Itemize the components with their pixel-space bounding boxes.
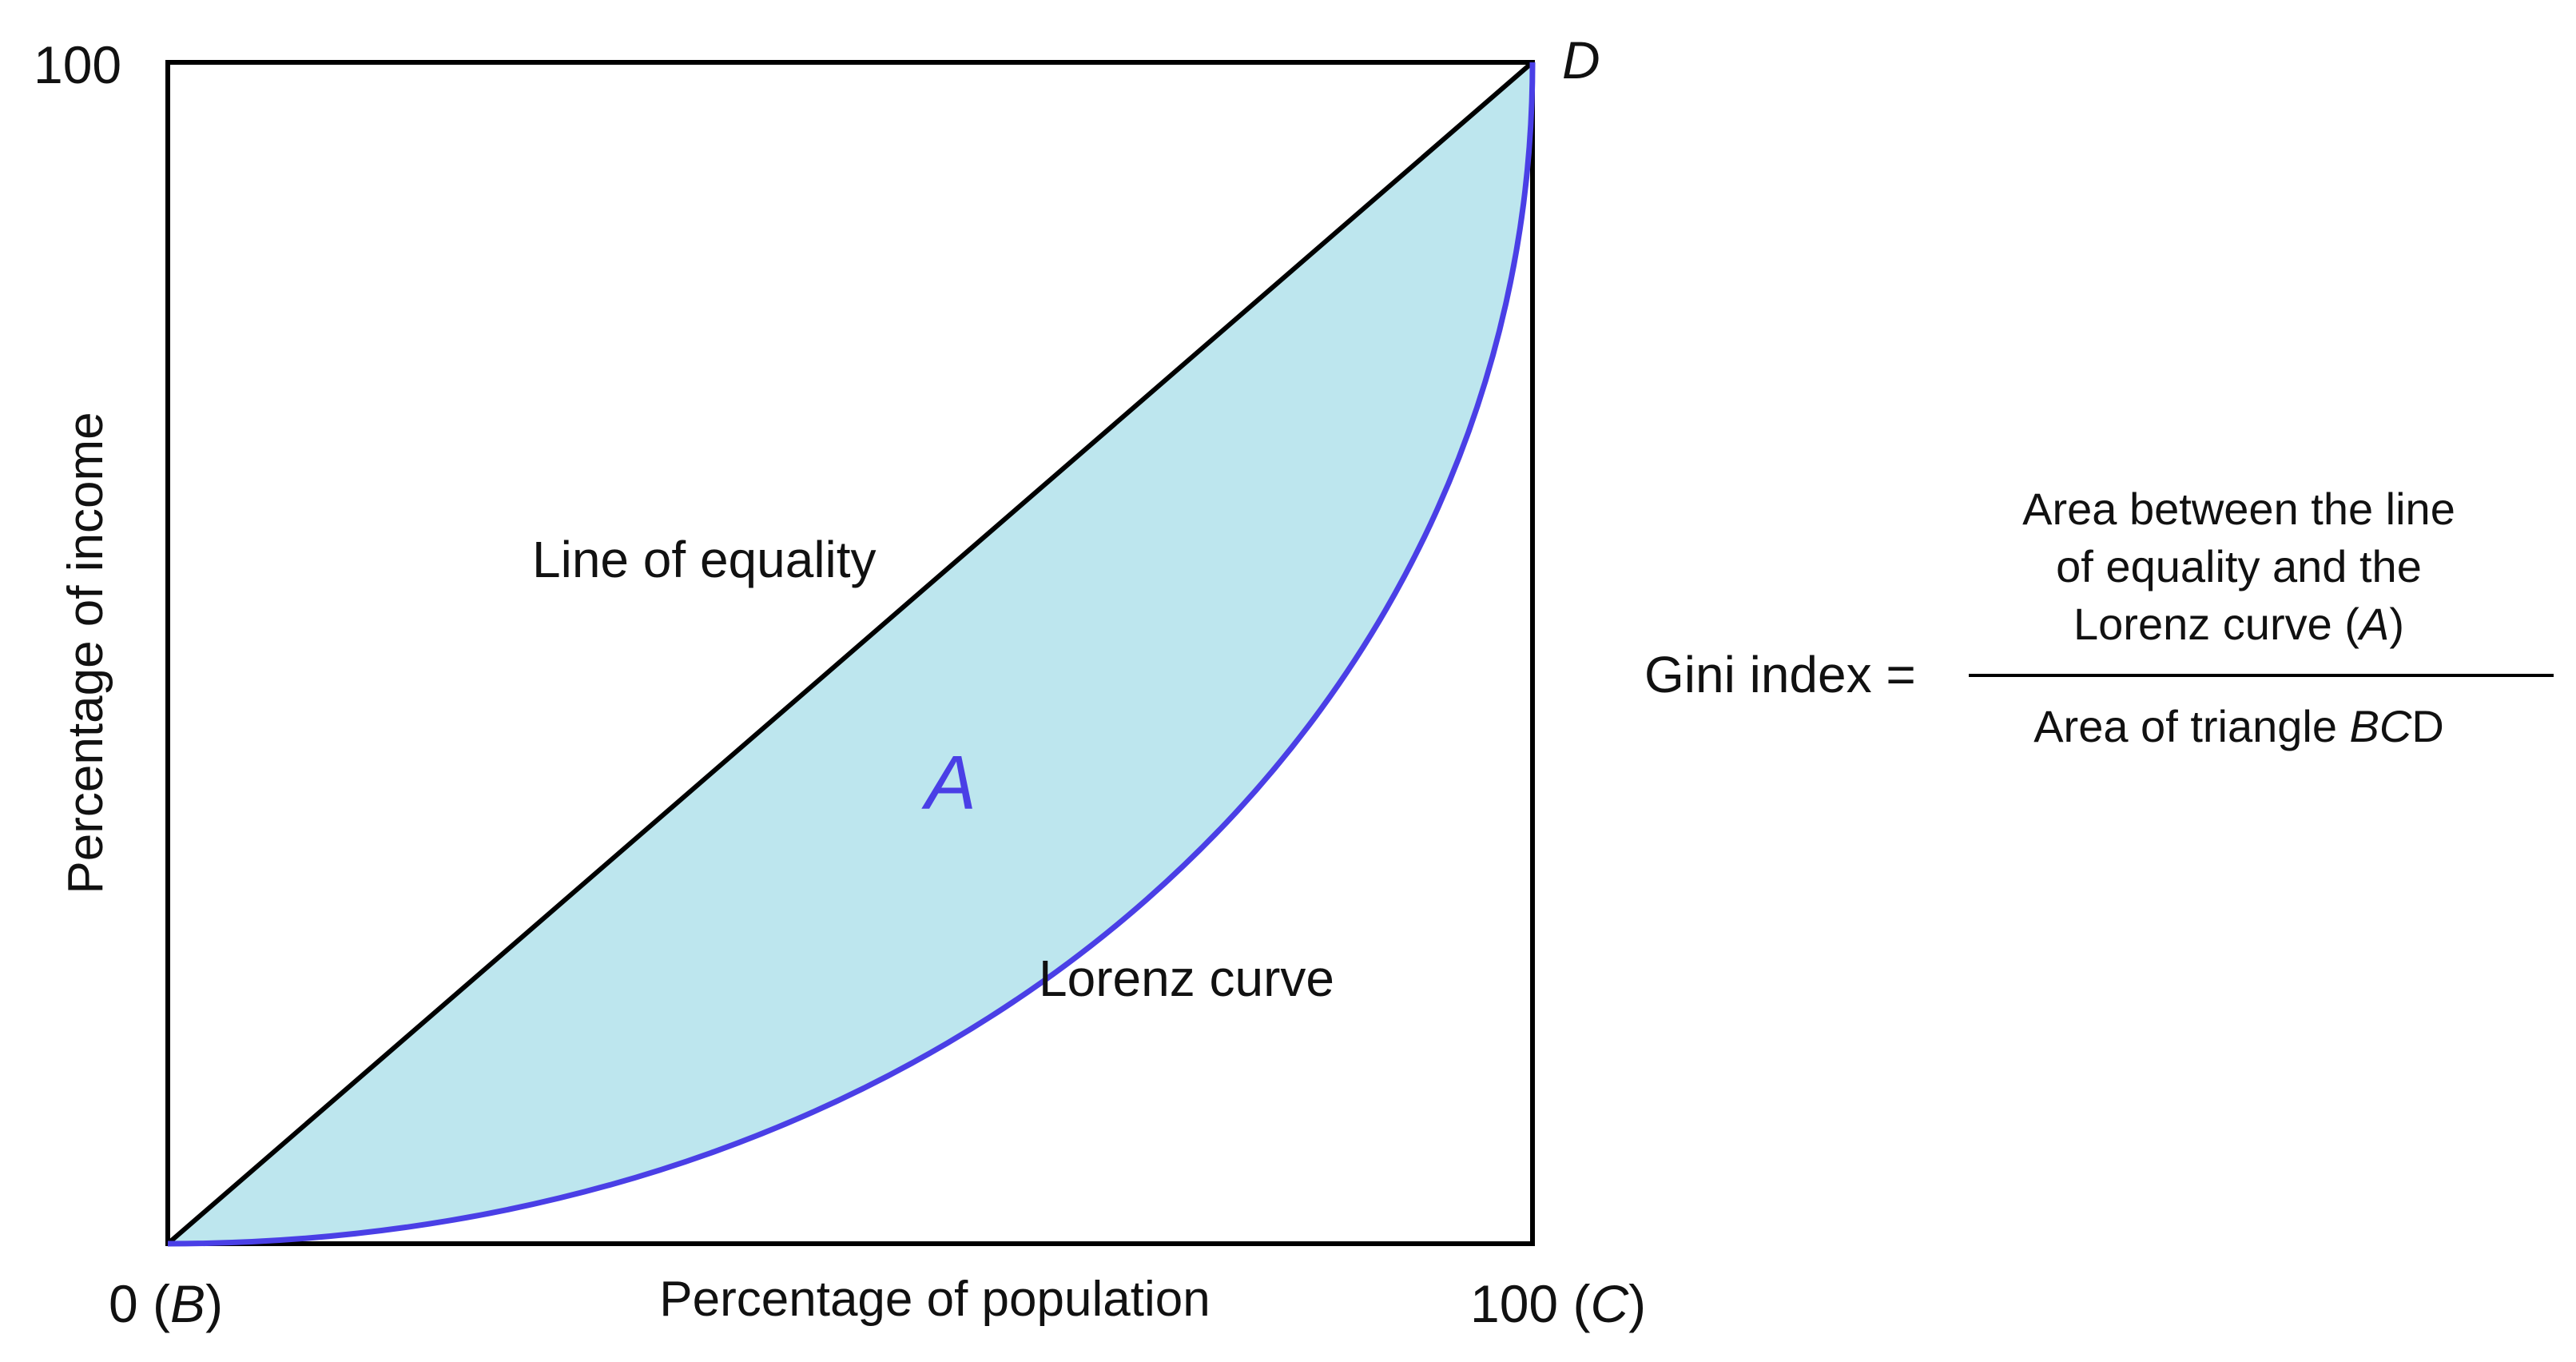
lorenz-curve	[167, 62, 1536, 1247]
line-of-equality	[166, 60, 1534, 1246]
origin-label: 0 (B)	[109, 1274, 223, 1333]
x-end-label: 100 (C)	[1470, 1274, 1646, 1333]
formula-numerator-line1: Area between the line	[2022, 484, 2455, 534]
lorenz-curve-label: Lorenz curve	[1039, 950, 1334, 1007]
formula-numerator-line3: Lorenz curve (A)	[2073, 599, 2404, 649]
formula-denominator: Area of triangle BCD	[2033, 701, 2444, 751]
gini-index-lhs: Gini index =	[1644, 646, 1916, 703]
y-axis-label: Percentage of income	[58, 412, 113, 894]
x-axis-label: Percentage of population	[659, 1272, 1210, 1327]
equality-line-label: Line of equality	[532, 531, 877, 588]
y-tick-100: 100	[34, 35, 121, 94]
formula-numerator-line2: of equality and the	[2056, 541, 2422, 591]
area-a-label: A	[921, 740, 976, 826]
corner-d-label: D	[1562, 30, 1600, 90]
